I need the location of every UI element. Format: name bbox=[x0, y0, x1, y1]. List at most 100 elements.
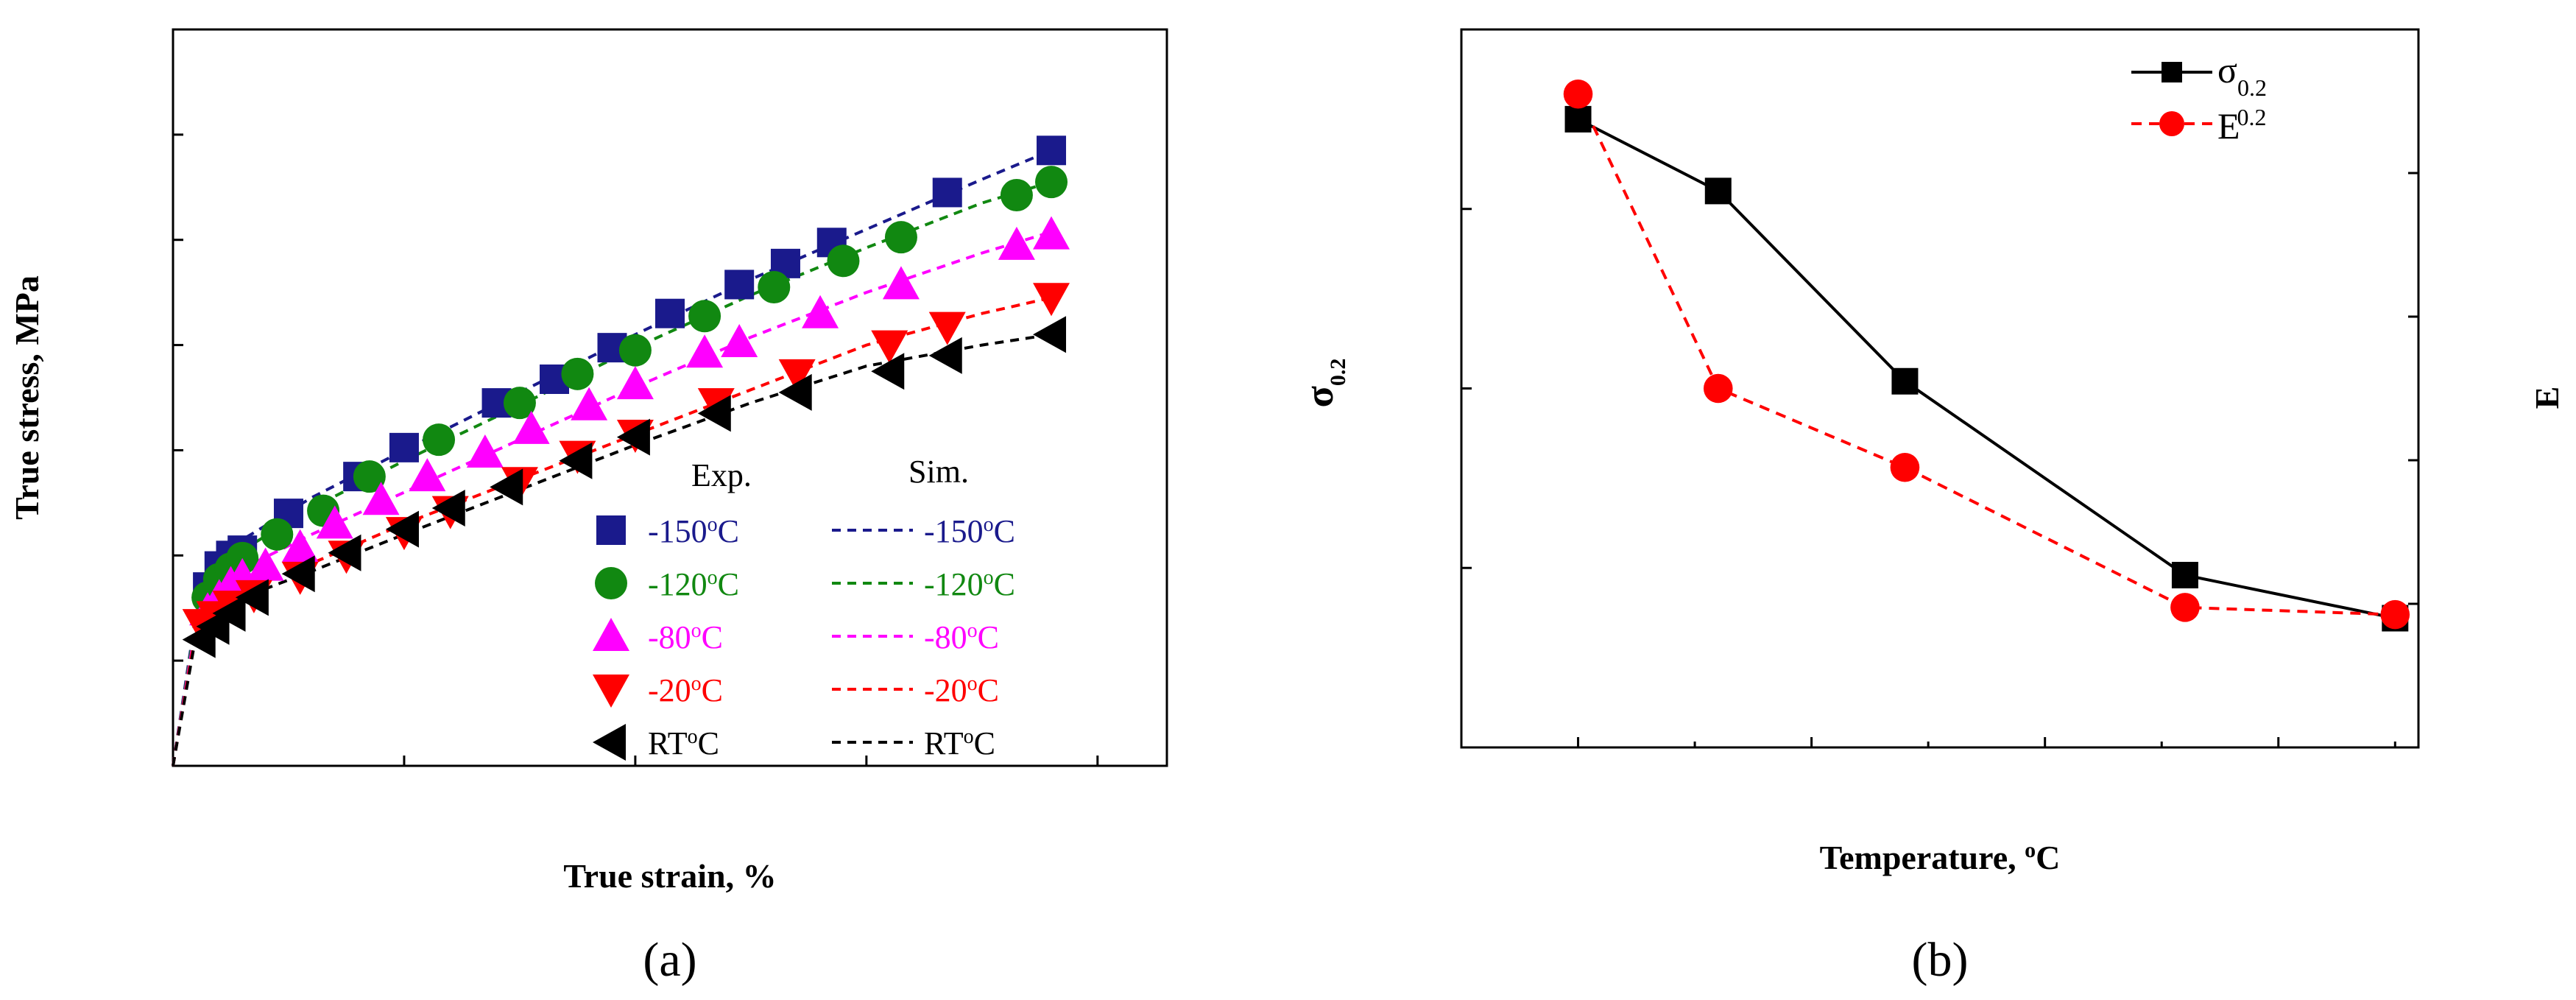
series-0-point bbox=[1891, 367, 1919, 395]
exp-point bbox=[512, 410, 550, 444]
chart-b-right-y-ticks bbox=[2408, 28, 2418, 749]
chart-a-y-ticks bbox=[173, 28, 183, 767]
exp-point bbox=[721, 324, 758, 357]
legend-e-marker bbox=[2159, 111, 2184, 136]
exp-point bbox=[559, 442, 593, 479]
legend-sim-header: Sim. bbox=[908, 454, 969, 490]
exp-point bbox=[778, 373, 812, 411]
exp-point bbox=[616, 366, 654, 400]
exp-point bbox=[827, 244, 860, 278]
exp-point bbox=[423, 423, 456, 457]
exp-point bbox=[655, 298, 685, 328]
exp-point bbox=[884, 221, 917, 254]
exp-point bbox=[328, 534, 361, 571]
exp-point bbox=[802, 295, 839, 328]
legend-exp-label-1: -120oC bbox=[648, 566, 739, 603]
legend-sim-label-0: -150oC bbox=[924, 513, 1015, 550]
chart-a-exp-markers bbox=[182, 135, 1070, 658]
legend-sim-label-1: -120oC bbox=[924, 566, 1015, 603]
exp-point bbox=[389, 432, 419, 462]
series-1-point bbox=[2170, 593, 2200, 622]
exp-point bbox=[561, 357, 594, 390]
chart-a-caption: (a) bbox=[643, 933, 696, 987]
exp-point bbox=[1033, 283, 1070, 317]
series-1-point bbox=[1703, 373, 1733, 404]
legend-exp-header: Exp. bbox=[691, 457, 752, 493]
exp-point bbox=[616, 418, 650, 456]
chart-a-frame bbox=[172, 28, 1168, 767]
legend-sim-label-3: -20oC bbox=[924, 672, 999, 709]
chart-a-y-axis-label: True stress, MPa bbox=[8, 275, 46, 520]
exp-point bbox=[247, 547, 284, 581]
chart-b-left-y-axis-label: σ0.2 bbox=[1297, 359, 1350, 408]
chart-b-caption: (b) bbox=[1912, 933, 1969, 987]
exp-point bbox=[928, 337, 962, 374]
series-1-point bbox=[1563, 79, 1593, 109]
chart-b-frame bbox=[1460, 28, 2420, 749]
exp-point bbox=[353, 460, 386, 493]
legend-marker-1 bbox=[595, 567, 627, 599]
legend-e-label: E0.2 bbox=[2217, 104, 2267, 147]
exp-point bbox=[1000, 179, 1033, 211]
legend-marker-0 bbox=[596, 515, 626, 545]
chart-a: True strain, % True stress, MPa Exp. Sim… bbox=[8, 28, 1168, 987]
exp-point bbox=[697, 395, 731, 432]
chart-a-x-axis-label: True strain, % bbox=[563, 857, 776, 895]
exp-point bbox=[281, 529, 319, 563]
exp-point bbox=[932, 177, 962, 208]
exp-point bbox=[362, 482, 400, 515]
legend-sim-label-4: RToC bbox=[924, 725, 995, 762]
legend-sim-label-2: -80oC bbox=[924, 619, 999, 656]
series-1-point bbox=[2380, 599, 2410, 630]
legend-exp-label-2: -80oC bbox=[648, 619, 723, 656]
legend-exp-label-0: -150oC bbox=[648, 513, 739, 550]
exp-point bbox=[1035, 166, 1068, 199]
exp-point bbox=[466, 434, 504, 468]
exp-point bbox=[571, 387, 608, 420]
exp-point bbox=[686, 334, 724, 368]
exp-point bbox=[281, 555, 315, 593]
exp-point bbox=[778, 359, 816, 392]
exp-point bbox=[409, 458, 446, 492]
exp-point bbox=[503, 387, 536, 420]
legend-marker-2 bbox=[593, 618, 629, 651]
exp-point bbox=[928, 311, 966, 345]
legend-marker-4 bbox=[593, 724, 626, 761]
exp-point bbox=[261, 518, 294, 551]
exp-point bbox=[724, 270, 755, 300]
series-line-0 bbox=[1577, 118, 2396, 620]
exp-point bbox=[758, 271, 791, 303]
exp-point bbox=[385, 510, 419, 548]
exp-point bbox=[871, 330, 908, 364]
chart-a-legend-rows: -150oC -150oC -120oC -120oC -80oC -80oC -20oC -… bbox=[593, 513, 1015, 762]
exp-point bbox=[1033, 316, 1067, 353]
series-0-point bbox=[1704, 177, 1732, 205]
exp-point bbox=[618, 334, 652, 367]
exp-point bbox=[431, 490, 465, 527]
chart-b-series bbox=[1563, 79, 2410, 632]
chart-b-left-y-ticks bbox=[1461, 28, 1472, 749]
exp-point bbox=[212, 594, 246, 632]
chart-a-legend: Exp. Sim. -150oC -150oC-120oC -120oC-80oC -… bbox=[593, 454, 1015, 761]
chart-b: Temperature, oC σ0.2 E σ0.2 E0.2 (b) bbox=[1297, 28, 2566, 987]
chart-b-right-y-axis-label: E bbox=[2528, 387, 2566, 409]
chart-b-legend: σ0.2 E0.2 bbox=[2131, 49, 2267, 147]
exp-point bbox=[1037, 135, 1067, 166]
legend-exp-label-4: RToC bbox=[648, 725, 719, 762]
exp-point bbox=[1033, 216, 1070, 250]
exp-point bbox=[235, 579, 269, 616]
exp-point bbox=[998, 226, 1035, 260]
legend-sigma-label: σ0.2 bbox=[2217, 49, 2267, 101]
chart-b-x-ticks bbox=[1460, 737, 2396, 747]
exp-point bbox=[882, 266, 920, 300]
series-0-point bbox=[2171, 562, 2198, 588]
series-1-point bbox=[1890, 452, 1920, 482]
series-line-1 bbox=[1576, 93, 2396, 616]
exp-point bbox=[871, 353, 905, 390]
legend-exp-label-3: -20oC bbox=[648, 672, 723, 709]
chart-b-x-axis-label: Temperature, oC bbox=[1820, 838, 2061, 877]
sim-line-2 bbox=[172, 230, 1052, 767]
series-0-point bbox=[1564, 105, 1592, 133]
